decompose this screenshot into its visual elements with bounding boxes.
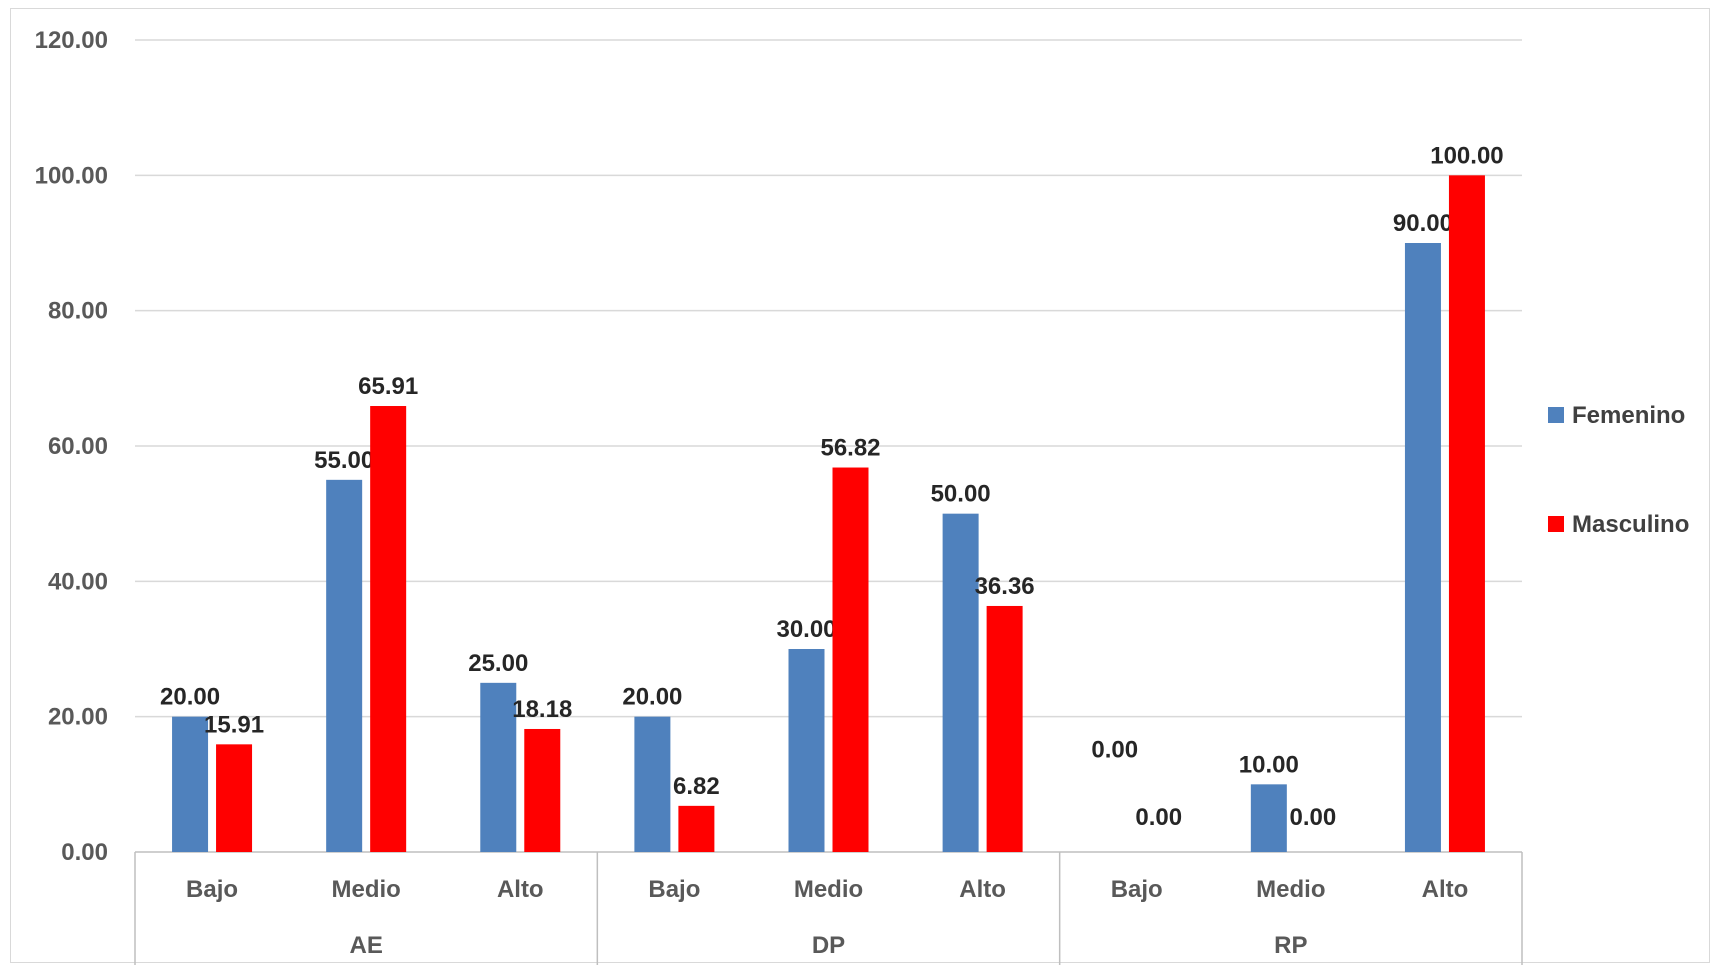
y-tick-label: 100.00 [35, 162, 108, 189]
bar-masculino [1449, 175, 1485, 852]
y-tick-label: 20.00 [48, 704, 108, 731]
category-label: Alto [497, 876, 544, 903]
bar-femenino [943, 514, 979, 852]
group-label: RP [1274, 932, 1307, 959]
category-label: Bajo [648, 876, 700, 903]
group-label: AE [349, 932, 382, 959]
category-label: Medio [332, 876, 401, 903]
y-tick-label: 120.00 [35, 27, 108, 54]
data-label: 56.82 [820, 435, 880, 462]
data-label: 18.18 [512, 696, 572, 723]
data-label: 90.00 [1393, 210, 1453, 237]
category-label: Bajo [1111, 876, 1163, 903]
data-label: 100.00 [1430, 142, 1503, 169]
category-label: Alto [959, 876, 1006, 903]
legend-swatch-femenino [1548, 407, 1564, 423]
data-label: 6.82 [673, 773, 720, 800]
data-label: 20.00 [622, 684, 682, 711]
data-label: 0.00 [1135, 804, 1182, 831]
category-label: Bajo [186, 876, 238, 903]
legend-label: Femenino [1572, 402, 1685, 429]
bar-masculino [370, 406, 406, 852]
data-label: 15.91 [204, 711, 264, 738]
category-label: Medio [794, 876, 863, 903]
legend-label: Masculino [1572, 511, 1689, 538]
data-label: 10.00 [1239, 751, 1299, 778]
legend-swatch-masculino [1548, 516, 1564, 532]
data-label: 20.00 [160, 684, 220, 711]
data-label: 0.00 [1289, 804, 1336, 831]
bar-femenino [634, 717, 670, 852]
bar-masculino [678, 806, 714, 852]
group-label: DP [812, 932, 845, 959]
data-label: 25.00 [468, 650, 528, 677]
bar-masculino [216, 744, 252, 852]
y-tick-label: 60.00 [48, 433, 108, 460]
bar-femenino [326, 480, 362, 852]
bar-masculino [833, 468, 869, 852]
bar-masculino [524, 729, 560, 852]
data-label: 30.00 [776, 616, 836, 643]
y-tick-label: 0.00 [61, 839, 108, 866]
bar-femenino [1405, 243, 1441, 852]
bar-masculino [987, 606, 1023, 852]
bar-femenino [480, 683, 516, 852]
y-tick-label: 80.00 [48, 298, 108, 325]
data-label: 55.00 [314, 447, 374, 474]
bar-femenino [1251, 784, 1287, 852]
category-label: Medio [1256, 876, 1325, 903]
bar-femenino [172, 717, 208, 852]
bar-femenino [789, 649, 825, 852]
data-label: 50.00 [931, 481, 991, 508]
data-label: 65.91 [358, 373, 418, 400]
data-label: 0.00 [1091, 736, 1138, 763]
data-label: 36.36 [975, 573, 1035, 600]
y-tick-label: 40.00 [48, 568, 108, 595]
category-label: Alto [1422, 876, 1469, 903]
